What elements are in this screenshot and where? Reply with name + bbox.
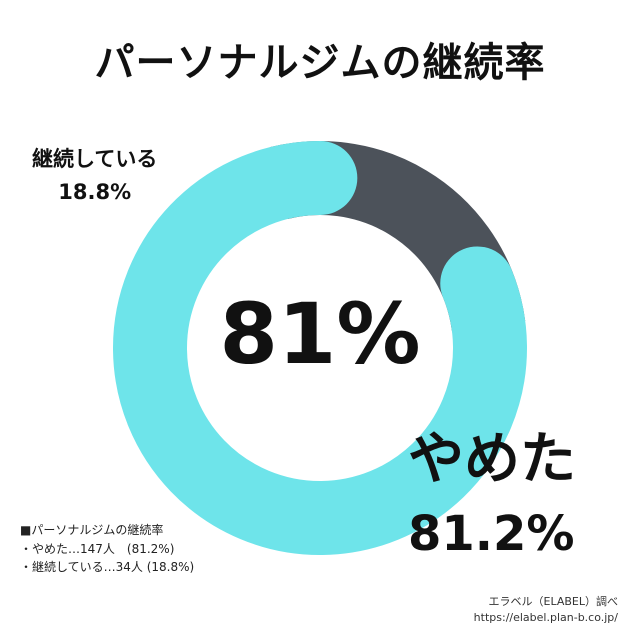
label-continuing: 継続している 18.8%	[32, 143, 157, 208]
label-continuing-value: 18.8%	[58, 179, 132, 204]
label-quit-name: やめた	[408, 427, 576, 492]
label-continuing-name: 継続している	[32, 147, 158, 171]
chart-title: パーソナルジムの継続率	[94, 40, 546, 86]
notes-box: ■パーソナルジムの継続率 ・やめた…147人 (81.2%) ・継続している…3…	[20, 521, 194, 577]
source-credit-text: エラベル（ELABEL）調べ	[488, 595, 618, 608]
label-quit: やめた 81.2%	[408, 418, 576, 570]
label-quit-value: 81.2%	[408, 506, 575, 562]
slice-quit	[113, 141, 527, 555]
notes-header: ■パーソナルジムの継続率	[20, 523, 164, 537]
source-url[interactable]: https://elabel.plan-b.co.jp/	[473, 610, 618, 624]
center-percentage: 81%	[219, 285, 421, 383]
notes-line-continuing: ・継続している…34人 (18.8%)	[20, 560, 195, 575]
notes-line-quit: ・やめた…147人 (81.2%)	[20, 541, 175, 556]
source-credit: エラベル（ELABEL）調べ https://elabel.plan-b.co.…	[474, 594, 618, 626]
